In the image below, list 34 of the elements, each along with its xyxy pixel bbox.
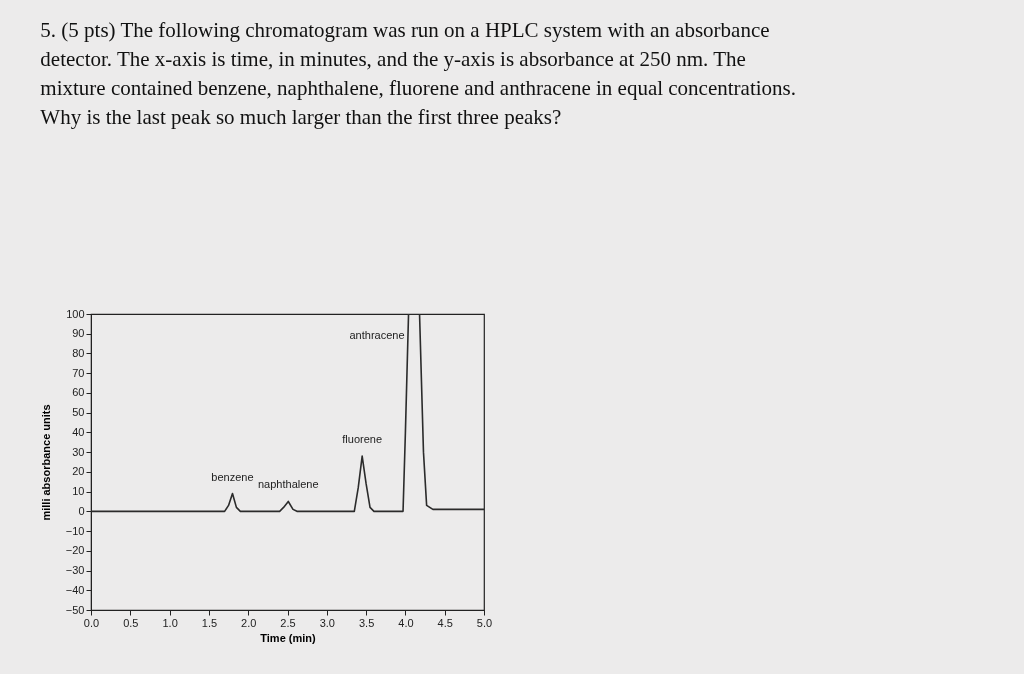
annotation: naphthalene — [258, 478, 319, 491]
x-tick-label: 1.0 — [162, 616, 178, 629]
x-tick-label: 0.5 — [123, 616, 139, 629]
y-tick-label: 100 — [66, 307, 85, 320]
annotation: benzene — [211, 470, 254, 483]
y-axis-title: milli absorbance units — [39, 404, 52, 521]
x-tick-label: 5.0 — [476, 616, 493, 629]
x-tick-label: 2.0 — [241, 616, 257, 629]
y-tick-label: −10 — [65, 524, 85, 537]
y-tick-label: −40 — [65, 583, 85, 596]
y-tick-label: 90 — [72, 327, 85, 340]
chart-title: 5. (5 pts) The following chromatogram was run on a HPLC system with an absorbance detector. The x-axis is time, in minutes, and the y-axis is absorbance at 250 nm. The mixture contained benzene, naphthalene, fluorene and anthracene in equal concentrations. Why is the last peak so much larger than the first three peaks? — [40, 18, 797, 129]
annotation: anthracene — [349, 329, 405, 341]
annotation: fluorene — [342, 433, 383, 446]
y-tick-label: −50 — [65, 603, 85, 616]
y-tick-label: 0 — [78, 504, 85, 517]
x-tick-label: 1.5 — [201, 616, 218, 629]
y-tick-label: 80 — [72, 346, 85, 359]
y-tick-label: 50 — [72, 406, 85, 419]
y-tick-label: 60 — [72, 386, 85, 399]
y-tick-label: 20 — [72, 465, 85, 478]
y-tick-label: −20 — [65, 544, 85, 557]
y-tick-label: 70 — [72, 366, 85, 379]
x-axis-title: Time (min) — [260, 631, 317, 644]
y-tick-label: 10 — [72, 485, 85, 498]
y-tick-label: −30 — [65, 564, 85, 577]
x-tick-label: 2.5 — [280, 616, 296, 629]
y-tick-label: 40 — [72, 425, 85, 438]
x-tick-label: 4.0 — [398, 616, 414, 629]
x-tick-label: 3.0 — [319, 616, 335, 629]
y-tick-label: 30 — [72, 445, 85, 458]
x-tick-label: 4.5 — [437, 616, 453, 629]
x-tick-label: 3.5 — [358, 616, 375, 629]
x-tick-label: 0.0 — [83, 616, 100, 629]
